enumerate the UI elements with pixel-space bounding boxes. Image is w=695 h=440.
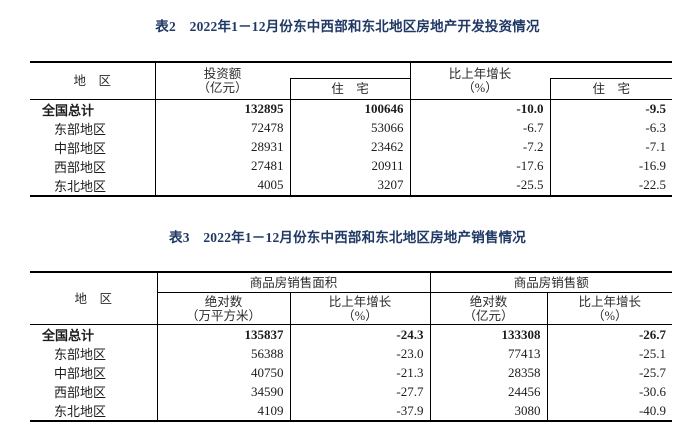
- growth-amount-label: 比上年增长: [578, 294, 642, 309]
- table-row: 全国总计 135837 -24.3 133308 -26.7: [30, 324, 673, 344]
- growth-area-label: 比上年增长: [328, 294, 392, 309]
- table3-header-group-area: 商品房销售面积: [157, 272, 431, 293]
- table3-header-row2: 绝对数 （万平方米） 比上年增长 （%） 绝对数 （亿元） 比上年增长 （%）: [30, 292, 673, 325]
- value-cell: 20911: [289, 156, 410, 176]
- table3-header-abs-amount: 绝对数 （亿元）: [429, 292, 548, 325]
- region-cell: 中部地区: [54, 140, 107, 156]
- table-row: 东北地区 4005 3207 -25.5 -22.5: [30, 175, 672, 197]
- value-cell: 133308: [429, 324, 548, 344]
- value-cell: 27481: [154, 156, 290, 176]
- growth-amount-unit: （%）: [592, 308, 628, 323]
- value-cell: -6.7: [409, 118, 550, 138]
- value-cell: -26.7: [546, 324, 673, 344]
- table-row: 西部地区 27481 20911 -17.6 -16.9: [30, 156, 672, 176]
- table-row: 东北地区 4109 -37.9 3080 -40.9: [30, 401, 673, 422]
- value-cell: 24456: [429, 382, 548, 401]
- sales-table: 地 区 商品房销售面积 商品房销售额 绝对数 （万平方米） 比上年增长 （%） …: [30, 271, 673, 422]
- table3-header-region: 地 区: [30, 272, 158, 325]
- table2-header-spacer: [550, 62, 672, 78]
- value-cell: 3080: [429, 401, 548, 422]
- value-cell: -27.7: [289, 382, 431, 401]
- table-row: 西部地区 34590 -27.7 24456 -30.6: [30, 382, 673, 401]
- table-row: 东部地区 56388 -23.0 77413 -25.1: [30, 344, 673, 363]
- table2-header-growth-unit: （%）: [462, 80, 498, 95]
- growth-area-unit: （%）: [342, 308, 378, 323]
- table2-header-investment-unit: （亿元）: [197, 80, 248, 95]
- region-cell: 西部地区: [54, 385, 107, 400]
- value-cell: -25.5: [409, 175, 550, 197]
- value-cell: -22.5: [549, 175, 672, 197]
- table2-header-investment: 投资额 （亿元）: [155, 62, 290, 100]
- region-cell: 全国总计: [42, 328, 95, 343]
- investment-table: 地 区 投资额 （亿元） 比上年增长 （%） 住 宅 住 宅 全国总计 1328…: [30, 61, 672, 197]
- region-cell: 东北地区: [30, 401, 157, 422]
- table2-header-growth-label: 比上年增长: [448, 66, 512, 81]
- table2-header-growth: 比上年增长 （%）: [409, 62, 550, 100]
- table2-title: 表2 2022年1－12月份东中西部和东北地区房地产开发投资情况: [155, 19, 540, 34]
- value-cell: -25.1: [546, 344, 673, 363]
- value-cell: -25.7: [546, 363, 673, 382]
- table3-header-group-amount: 商品房销售额: [430, 272, 673, 293]
- abs-area-label: 绝对数: [204, 294, 243, 309]
- table3-header-growth-area: 比上年增长 （%）: [289, 292, 431, 325]
- abs-area-unit: （万平方米）: [185, 308, 261, 323]
- table3-title: 表3 2022年1－12月份东中西部和东北地区房地产销售情况: [169, 230, 526, 245]
- value-cell: 34590: [156, 382, 290, 401]
- table-row: 全国总计 132895 100646 -10.0 -9.5: [30, 99, 672, 119]
- value-cell: 72478: [154, 118, 290, 138]
- table2-header-spacer: [290, 62, 410, 78]
- table2-header-residential: 住 宅: [289, 77, 410, 100]
- value-cell: 135837: [156, 324, 290, 344]
- value-cell: -30.6: [546, 382, 673, 401]
- region-cell: 中部地区: [54, 366, 107, 381]
- value-cell: -17.6: [409, 156, 550, 176]
- value-cell: 4109: [156, 401, 290, 422]
- value-cell: 3207: [289, 175, 410, 197]
- value-cell: 100646: [289, 99, 410, 119]
- table3-header-abs-area: 绝对数 （万平方米）: [157, 292, 290, 325]
- abs-amount-label: 绝对数: [469, 294, 508, 309]
- value-cell: 28931: [154, 137, 290, 157]
- value-cell: -7.2: [409, 137, 550, 157]
- table3-header-row1: 地 区 商品房销售面积 商品房销售额: [30, 272, 673, 325]
- table2-header-row2: 住 宅 住 宅: [30, 77, 672, 100]
- region-cell: 西部地区: [54, 159, 107, 175]
- table-row: 中部地区 28931 23462 -7.2 -7.1: [30, 137, 672, 157]
- region-cell: 东北地区: [30, 175, 155, 197]
- region-cell: 全国总计: [42, 102, 95, 118]
- value-cell: 77413: [429, 344, 548, 363]
- table3-header-growth-amount: 比上年增长 （%）: [546, 292, 673, 325]
- table-row: 东部地区 72478 53066 -6.7 -6.3: [30, 118, 672, 138]
- abs-amount-unit: （亿元）: [463, 308, 514, 323]
- value-cell: 23462: [289, 137, 410, 157]
- value-cell: 132895: [154, 99, 290, 119]
- value-cell: -6.3: [549, 118, 672, 138]
- value-cell: 28358: [429, 363, 548, 382]
- table2-header-investment-label: 投资额: [203, 66, 242, 81]
- value-cell: -10.0: [409, 99, 550, 119]
- value-cell: 53066: [289, 118, 410, 138]
- table-row: 中部地区 40750 -21.3 28358 -25.7: [30, 363, 673, 382]
- value-cell: -9.5: [549, 99, 672, 119]
- value-cell: 56388: [156, 344, 290, 363]
- table2-header-region: 地 区: [30, 62, 156, 100]
- value-cell: -16.9: [549, 156, 672, 176]
- value-cell: -40.9: [546, 401, 673, 422]
- value-cell: -23.0: [289, 344, 431, 363]
- region-cell: 东部地区: [54, 121, 107, 137]
- value-cell: 40750: [156, 363, 290, 382]
- table2-header-row1: 地 区 投资额 （亿元） 比上年增长 （%）: [30, 62, 672, 100]
- value-cell: -24.3: [289, 324, 431, 344]
- value-cell: 4005: [154, 175, 290, 197]
- value-cell: -7.1: [549, 137, 672, 157]
- table2-header-residential-growth: 住 宅: [549, 77, 672, 100]
- value-cell: -37.9: [289, 401, 431, 422]
- region-cell: 东部地区: [54, 347, 107, 362]
- value-cell: -21.3: [289, 363, 431, 382]
